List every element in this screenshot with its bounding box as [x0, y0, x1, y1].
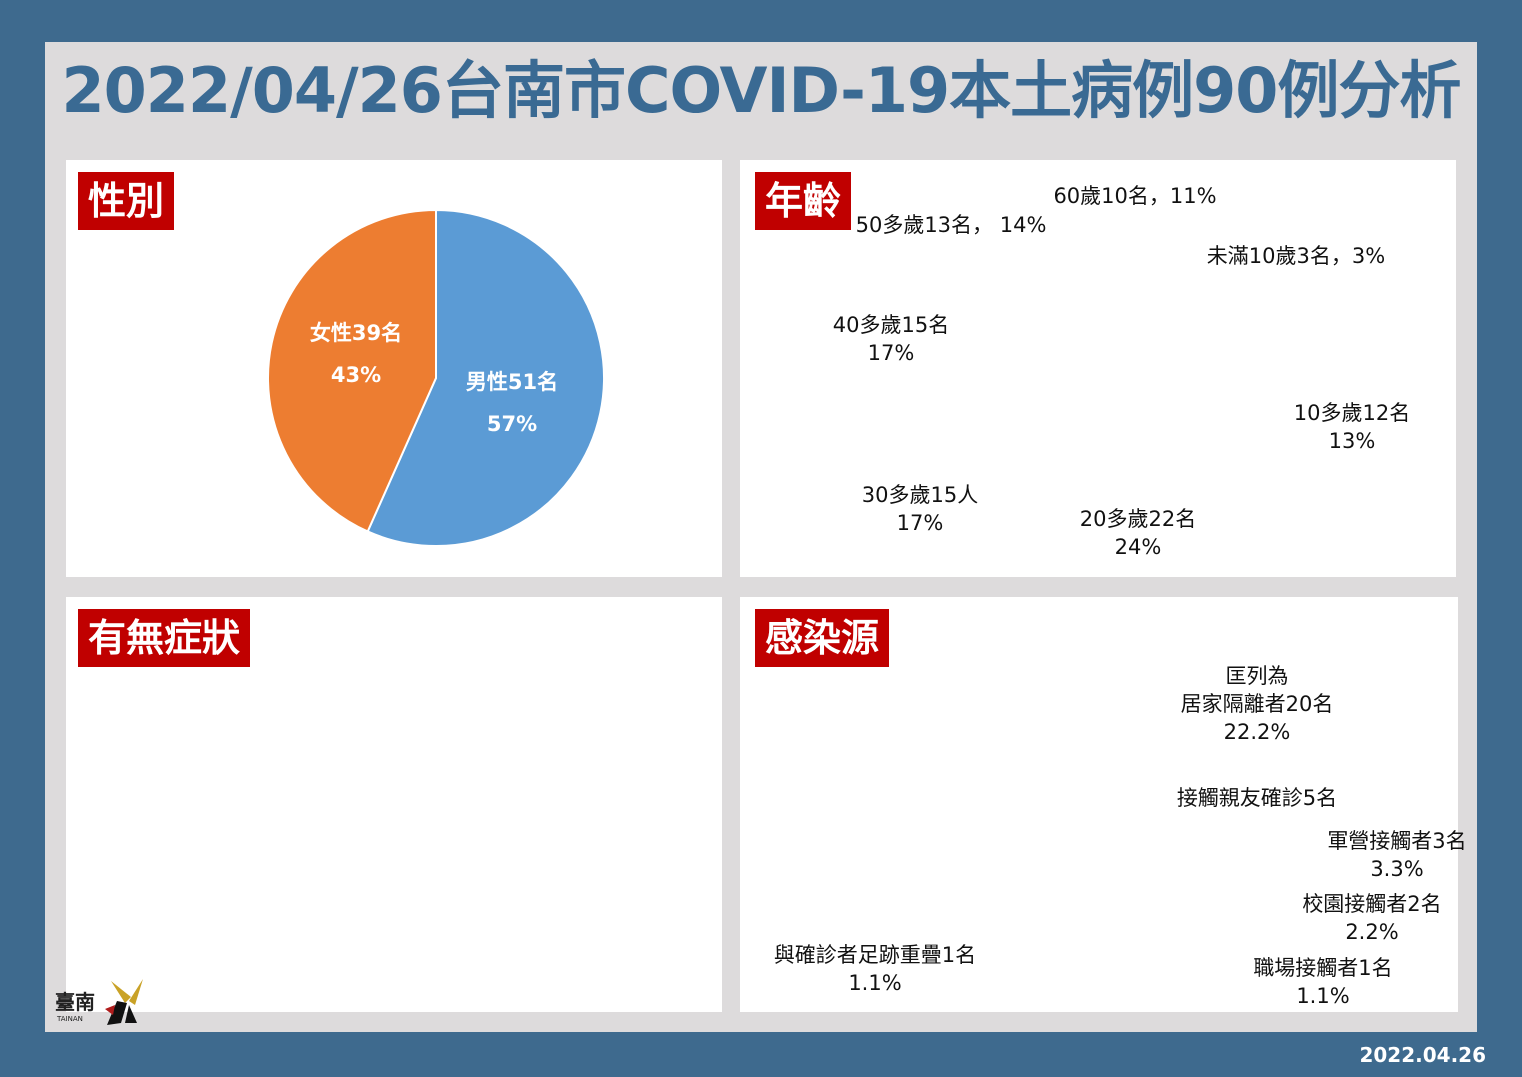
- tainan-logo: 臺南 TAINAN: [55, 975, 150, 1034]
- footer-date: 2022.04.26: [1359, 1043, 1486, 1067]
- symptom-no-label: 無症狀11名 12%: [359, 684, 473, 750]
- gender-male-label: 男性51名 57%: [465, 370, 559, 436]
- source-family-label: 接觸親友確診5名 5.6%: [1176, 786, 1338, 838]
- source-quarantine-label: 匡列為 居家隔離者20名 22.2%: [1180, 664, 1334, 744]
- age-10-label: 10多歲12名 13%: [1293, 401, 1411, 453]
- source-investigating-label: 疫調中58名 64.4%: [984, 738, 1098, 790]
- gender-tag: 性別: [78, 172, 175, 230]
- page-title: 2022/04/26台南市COVID-19本土病例90例分析: [61, 54, 1462, 127]
- age-tag: 年齡: [755, 172, 852, 230]
- age-50-label: 50多歲13名， 14%: [855, 213, 1047, 237]
- source-footprint-label: 與確診者足跡重疊1名 1.1%: [773, 943, 977, 995]
- svg-text:TAINAN: TAINAN: [56, 1015, 83, 1023]
- svg-text:臺南: 臺南: [55, 990, 95, 1014]
- symptom-yes-label: 有症狀79名 88%: [449, 867, 563, 933]
- age-20-label: 20多歲22名 24%: [1079, 507, 1197, 559]
- age-panel: [740, 160, 1456, 577]
- age-30-label: 30多歲15人 17%: [861, 483, 979, 535]
- source-tag: 感染源: [755, 609, 890, 667]
- gender-female-label: 女性39名 43%: [309, 321, 403, 387]
- age-under10-label: 未滿10歲3名，3%: [1206, 244, 1386, 268]
- source-military-label: 軍營接觸者3名 3.3%: [1327, 829, 1467, 881]
- gender-slice-0: [366, 208, 605, 547]
- age-60-label: 60歲10名，11%: [1053, 184, 1217, 208]
- gender-slice-1: [267, 208, 437, 533]
- age-40-label: 40多歲15名 17%: [832, 313, 950, 365]
- source-workplace-label: 職場接觸者1名 1.1%: [1253, 956, 1393, 1008]
- source-campus-label: 校園接觸者2名 2.2%: [1302, 892, 1442, 944]
- symptom-tag: 有無症狀: [78, 609, 251, 667]
- tainan-logo-icon: 臺南 TAINAN: [55, 979, 143, 1025]
